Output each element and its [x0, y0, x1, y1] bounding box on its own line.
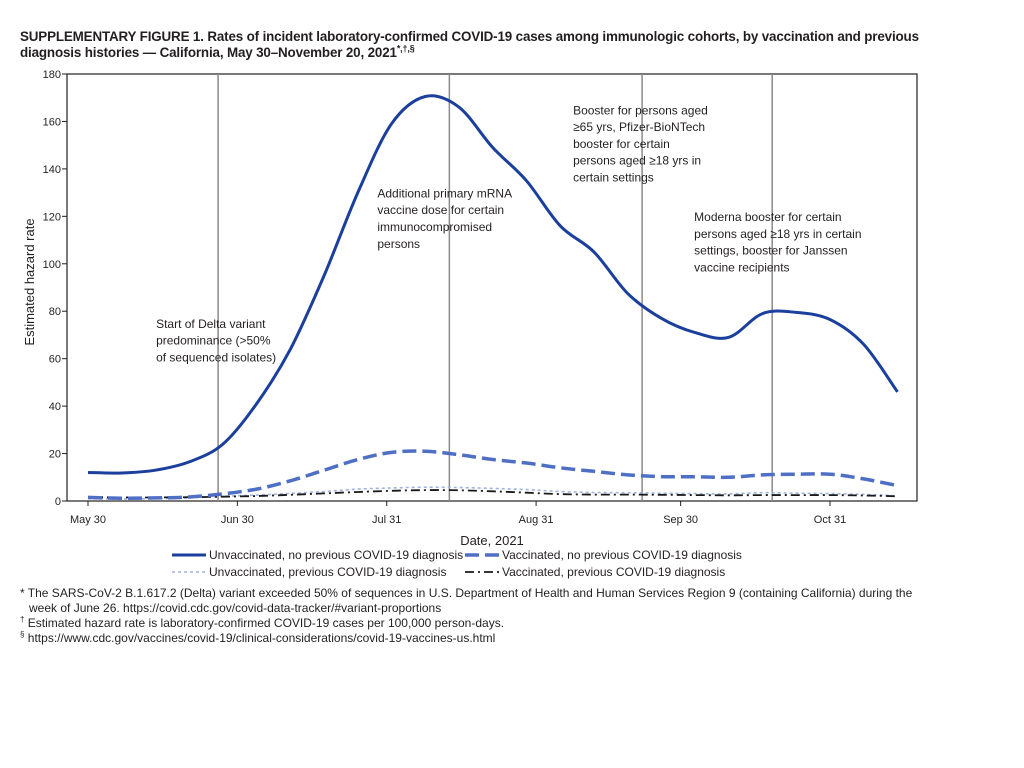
event-annotation-line: certain settings — [573, 171, 654, 185]
y-tick-label: 60 — [49, 354, 61, 366]
figure-title-text: SUPPLEMENTARY FIGURE 1. Rates of inciden… — [20, 29, 919, 60]
x-tick-label: Jul 31 — [372, 514, 401, 526]
series-line-1 — [87, 94, 899, 475]
event-annotation-line: ≥65 yrs, Pfizer-BioNTech — [573, 120, 705, 134]
event-annotation-line: settings, booster for Janssen — [694, 244, 847, 258]
y-tick-label: 100 — [43, 259, 61, 271]
y-tick-label: 80 — [49, 306, 61, 318]
footnote-1-line: * The SARS-CoV-2 B.1.617.2 (Delta) varia… — [20, 586, 980, 601]
event-annotation-line: vaccine dose for certain — [377, 203, 504, 217]
legend-label-1: Unvaccinated, no previous COVID-19 diagn… — [209, 548, 463, 562]
footnote-mark: † — [20, 615, 25, 624]
y-tick-label: 120 — [43, 211, 61, 223]
legend-label-3: Unvaccinated, previous COVID-19 diagnosi… — [209, 565, 446, 579]
footnote-text: week of June 26. https://covid.cdc.gov/c… — [29, 601, 442, 615]
event-annotation-3: Booster for persons aged ≥65 yrs, Pfizer-… — [573, 103, 708, 184]
footnote-2-line: † Estimated hazard rate is laboratory-co… — [20, 616, 980, 631]
y-tick-label: 20 — [49, 449, 61, 461]
line-chart: 0 20 40 60 80 100 120 140 160 180 May 30 Jun 30 Jul… — [22, 69, 918, 579]
event-annotation-line: persons aged ≥18 yrs in — [573, 154, 701, 168]
event-annotations: Start of Delta variant predominance (>50%… — [156, 103, 861, 364]
event-annotation-line: of sequenced isolates) — [156, 350, 276, 364]
x-tick-label: Jun 30 — [221, 514, 254, 526]
footnotes: * The SARS-CoV-2 B.1.617.2 (Delta) varia… — [20, 586, 980, 646]
event-annotation-line: persons aged ≥18 yrs in certain — [694, 227, 861, 241]
event-annotation-line: predominance (>50% — [156, 334, 271, 348]
event-lines — [217, 74, 773, 501]
footnote-3-line: § https://www.cdc.gov/vaccines/covid-19/… — [20, 631, 980, 646]
x-axis-title: Date, 2021 — [460, 533, 524, 548]
plot-frame — [66, 73, 918, 502]
event-annotation-line: Moderna booster for certain — [694, 210, 841, 224]
x-tick-label: Oct 31 — [814, 514, 846, 526]
plot-border — [66, 73, 918, 502]
y-axis-title: Estimated hazard rate — [22, 218, 37, 345]
x-tick-label: Aug 31 — [519, 514, 554, 526]
figure-title: SUPPLEMENTARY FIGURE 1. Rates of inciden… — [20, 29, 980, 61]
event-annotation-line: immunocompromised — [377, 220, 492, 234]
event-annotation-line: booster for certain — [573, 137, 670, 151]
footnote-mark: § — [20, 630, 25, 639]
footnote-mark: * — [20, 586, 25, 600]
footnote-text: Estimated hazard rate is laboratory-conf… — [27, 616, 505, 630]
x-axis: May 30 Jun 30 Jul 31 Aug 31 Sep 30 Oct 31 — [70, 501, 846, 526]
y-tick-label: 180 — [43, 69, 61, 81]
x-tick-label: Sep 30 — [663, 514, 698, 526]
event-annotation-2: Additional primary mRNA vaccine dose for … — [377, 186, 512, 250]
series-line-4 — [87, 489, 898, 499]
event-annotation-4: Moderna booster for certain persons aged … — [694, 210, 861, 274]
footnote-text: https://www.cdc.gov/vaccines/covid-19/cl… — [27, 631, 496, 645]
event-annotation-line: vaccine recipients — [694, 260, 789, 274]
series-line-2 — [87, 449, 898, 500]
series-lines — [87, 94, 899, 500]
y-tick-label: 140 — [43, 164, 61, 176]
footnote-1-line: week of June 26. https://covid.cdc.gov/c… — [20, 601, 980, 616]
y-tick-label: 0 — [55, 496, 61, 508]
legend-label-2: Vaccinated, no previous COVID-19 diagnos… — [502, 548, 742, 562]
event-annotation-1: Start of Delta variant predominance (>50%… — [156, 317, 276, 365]
legend-label-4: Vaccinated, previous COVID-19 diagnosis — [502, 565, 725, 579]
x-tick-label: May 30 — [70, 514, 106, 526]
event-annotation-line: persons — [377, 237, 420, 251]
footnote-text: The SARS-CoV-2 B.1.617.2 (Delta) variant… — [27, 586, 913, 600]
y-tick-label: 160 — [43, 116, 61, 128]
y-tick-label: 40 — [49, 401, 61, 413]
legend: Unvaccinated, no previous COVID-19 diagn… — [172, 548, 742, 579]
figure-title-marks: *,†,§ — [396, 43, 415, 54]
y-axis: 0 20 40 60 80 100 120 140 160 180 — [43, 69, 67, 508]
event-annotation-line: Start of Delta variant — [156, 317, 266, 331]
event-annotation-line: Booster for persons aged — [573, 103, 708, 117]
event-annotation-line: Additional primary mRNA — [377, 186, 512, 200]
